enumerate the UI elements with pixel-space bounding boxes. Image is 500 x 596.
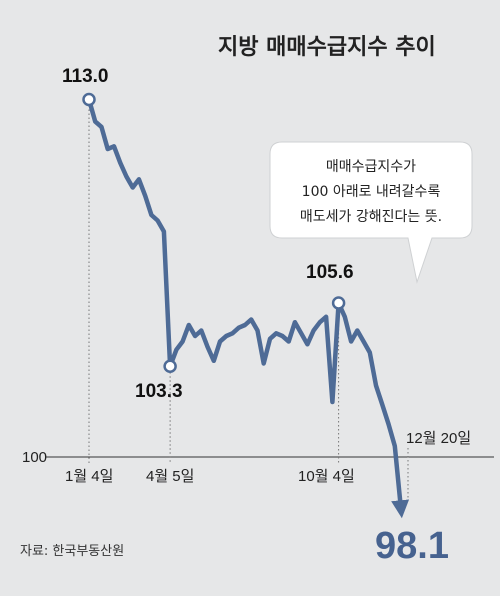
x-tick-label: 4월 5일 — [146, 468, 194, 485]
note-line: 100 아래로 내려갈수록 — [302, 184, 441, 200]
marker-start — [82, 92, 96, 107]
source-text: 자료: 한국부동산원 — [20, 544, 124, 559]
x-tick-label: 10월 4일 — [298, 468, 355, 485]
note-box — [269, 141, 473, 284]
marker-low — [163, 359, 177, 373]
x-tick-label: 12월 20일 — [406, 430, 471, 447]
annotation-peak: 105.6 — [306, 262, 354, 283]
chart-title: 지방 매매수급지수 추이 — [218, 35, 436, 60]
y-label-100: 100 — [22, 449, 47, 466]
note-callout: 매매수급지수가 100 아래로 내려갈수록 매도세가 강해진다는 뜻. — [269, 141, 473, 284]
note-line: 매도세가 강해진다는 뜻. — [300, 209, 442, 225]
guide-lines — [88, 105, 409, 500]
annotation-low: 103.3 — [135, 381, 183, 402]
note-line: 매매수급지수가 — [326, 159, 416, 175]
markers — [82, 92, 346, 373]
marker-peak — [331, 296, 346, 310]
x-tick-label: 1월 4일 — [65, 468, 113, 485]
annotation-start: 113.0 — [62, 66, 109, 87]
annotation-end: 98.1 — [375, 525, 449, 567]
series-line — [86, 97, 410, 519]
